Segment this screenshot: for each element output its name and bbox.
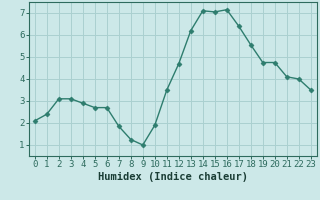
X-axis label: Humidex (Indice chaleur): Humidex (Indice chaleur) [98, 172, 248, 182]
